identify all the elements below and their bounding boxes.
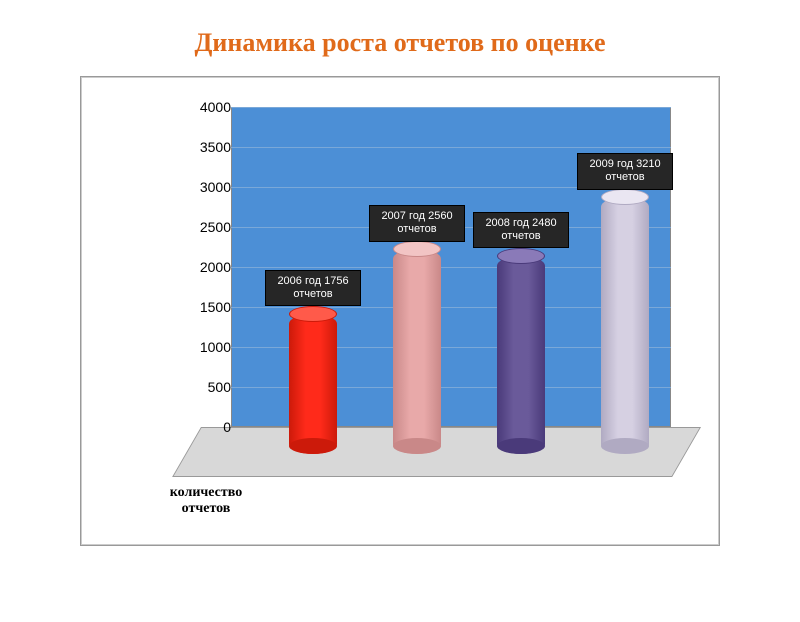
y-tick: 0 — [181, 419, 231, 435]
data-label: 2008 год 2480отчетов — [473, 212, 569, 248]
gridline — [231, 147, 671, 148]
data-label: 2009 год 3210отчетов — [577, 153, 673, 189]
bar-cylinder — [497, 256, 545, 454]
y-tick: 2500 — [181, 219, 231, 235]
chart-title: Динамика роста отчетов по оценке — [0, 0, 800, 76]
bar-cylinder — [393, 249, 441, 454]
y-tick: 3500 — [181, 139, 231, 155]
chart-frame: 0 500 1000 1500 2000 2500 3000 3500 4000 2006 го… — [80, 76, 720, 546]
bar-cylinder — [289, 314, 337, 454]
y-axis: 05001000150020002500300035004000 — [171, 107, 231, 427]
data-label: 2006 год 1756отчетов — [265, 270, 361, 306]
data-label: 2007 год 2560отчетов — [369, 205, 465, 241]
y-tick: 4000 — [181, 99, 231, 115]
y-tick: 3000 — [181, 179, 231, 195]
y-tick: 1000 — [181, 339, 231, 355]
bar-cylinder — [601, 197, 649, 454]
gridline — [231, 107, 671, 108]
x-axis-label: количество отчетов — [151, 485, 261, 517]
y-tick: 500 — [181, 379, 231, 395]
y-tick: 2000 — [181, 259, 231, 275]
y-tick: 1500 — [181, 299, 231, 315]
